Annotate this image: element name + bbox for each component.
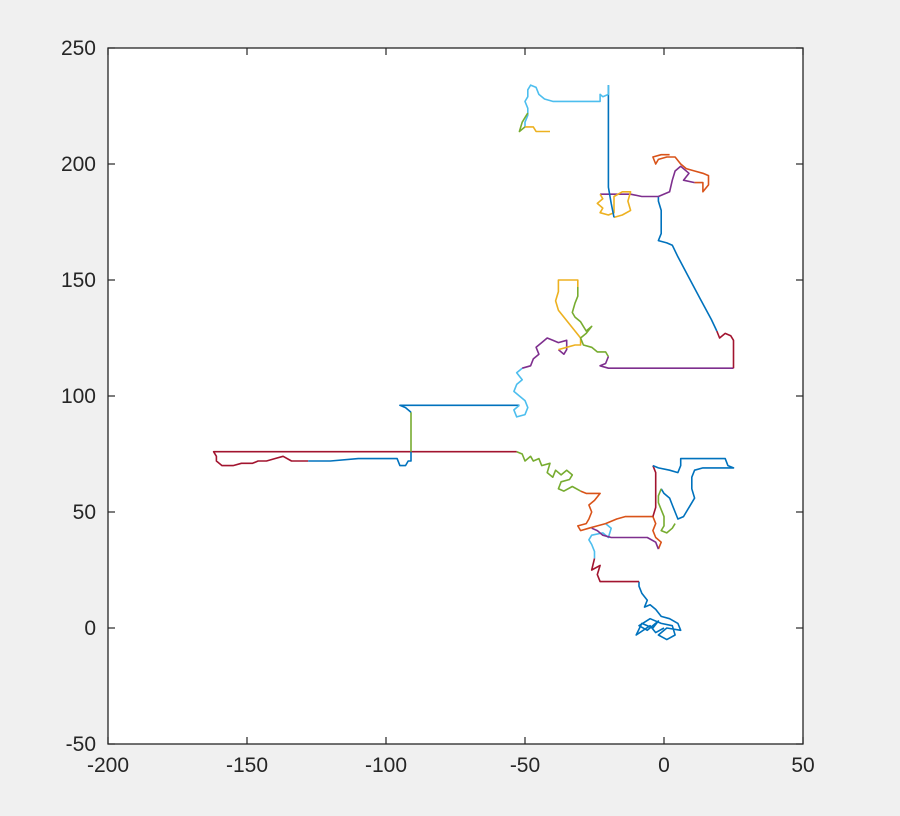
walk-segment-19 — [607, 85, 615, 218]
x-tick-label: -100 — [365, 754, 407, 777]
walk-segment-6 — [212, 450, 517, 467]
plot-lines — [212, 84, 735, 641]
walk-segment-1 — [635, 581, 682, 641]
walk-segment-20 — [658, 165, 695, 198]
x-tick-label: -150 — [226, 754, 268, 777]
y-tick-label: -50 — [66, 733, 96, 756]
walk-segment-21 — [652, 153, 710, 193]
walk-segment-16 — [657, 196, 718, 332]
walk-segment-26 — [591, 527, 660, 550]
axes-background — [108, 48, 803, 744]
y-tick-label: 0 — [84, 617, 96, 640]
walk-segment-3 — [588, 522, 613, 559]
y-tick-label: 200 — [61, 153, 96, 176]
walk-segment-27 — [652, 465, 657, 517]
walk-segment-15 — [716, 330, 735, 369]
y-tick-label: 250 — [61, 37, 96, 60]
walk-segment-7 — [308, 451, 412, 467]
walk-segment-24 — [525, 126, 550, 133]
walk-segment-14 — [599, 356, 734, 370]
axes-box — [107, 47, 804, 745]
walk-segment-18 — [596, 191, 632, 219]
walk-segment-9 — [399, 404, 520, 413]
y-tick-label: 100 — [61, 385, 96, 408]
y-tick-label: 150 — [61, 269, 96, 292]
walk-segment-10 — [513, 367, 529, 418]
walk-segment-4 — [576, 490, 606, 532]
x-axis-tick-labels: -200 -150 -100 -50 0 50 — [87, 754, 815, 777]
x-tick-label: 50 — [791, 754, 814, 777]
walk-segment-13 — [571, 287, 610, 358]
walk-segment-2 — [590, 558, 639, 583]
walk-segment-5 — [516, 450, 581, 492]
walk-segment-23 — [518, 112, 529, 133]
walk-segment-29 — [657, 488, 676, 534]
walk-segment-11 — [521, 337, 568, 369]
walk-segment-12 — [554, 279, 582, 351]
x-tick-label: -200 — [87, 754, 129, 777]
walk-segment-22 — [524, 84, 610, 127]
walk-segment-28 — [652, 457, 735, 520]
x-tick-label: -50 — [510, 754, 540, 777]
y-tick-label: 50 — [73, 501, 96, 524]
y-axis-tick-labels: -50 0 50 100 150 200 250 — [61, 37, 96, 756]
x-tick-label: 0 — [658, 754, 670, 777]
